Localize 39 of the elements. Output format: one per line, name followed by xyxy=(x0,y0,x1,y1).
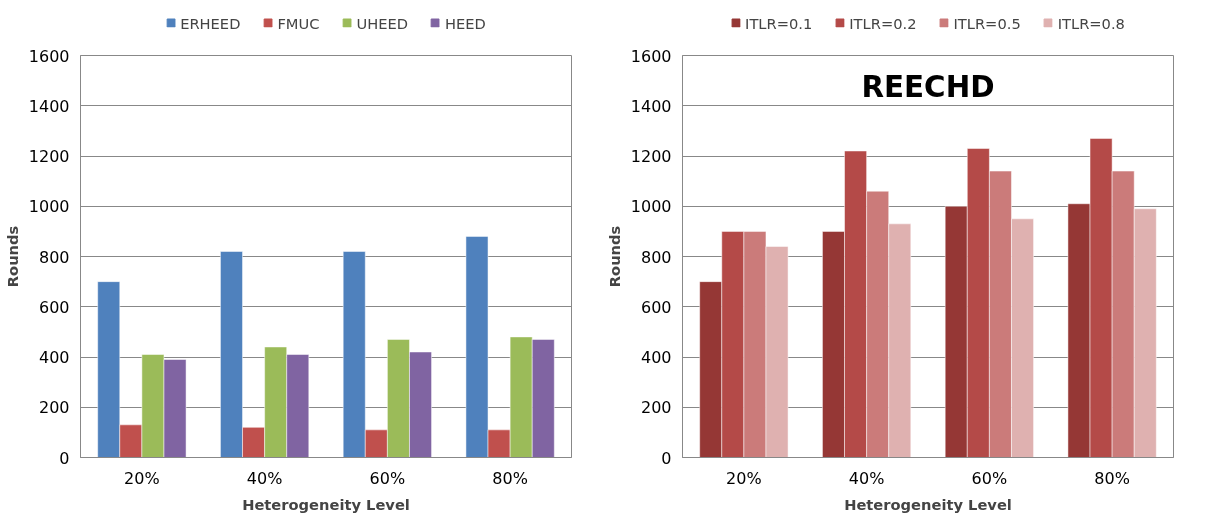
x-tick-label: 60% xyxy=(369,468,406,488)
legend-label: ITLR=0.1 xyxy=(745,14,813,31)
legend-label: HEED xyxy=(445,14,486,31)
y-axis-title: Rounds xyxy=(605,225,623,288)
y-tick-label: 0 xyxy=(661,448,672,468)
y-tick-label: 400 xyxy=(38,348,70,367)
x-tick-label: 80% xyxy=(1094,468,1130,488)
y-axis-title: Rounds xyxy=(3,225,21,288)
y-tick-label: 1200 xyxy=(630,147,672,166)
y-tick-label: 1000 xyxy=(630,197,672,217)
text: REECHD xyxy=(861,69,995,104)
legend-label: ITLR=0.2 xyxy=(849,14,917,31)
x-tick-label: 80% xyxy=(492,468,528,488)
y-tick-label: 800 xyxy=(640,247,672,267)
y-tick-label: 600 xyxy=(38,297,70,317)
y-tick-label: 1400 xyxy=(28,96,70,116)
y-tick-label: 1000 xyxy=(28,197,70,217)
legend-label: UHEED xyxy=(356,14,409,31)
y-tick-label: 1600 xyxy=(630,46,672,66)
x-axis-title: Heterogeneity Level xyxy=(242,495,410,513)
y-tick-label: 200 xyxy=(640,398,672,418)
x-tick-label: 20% xyxy=(124,468,160,488)
y-tick-label: 1400 xyxy=(630,96,672,116)
y-tick-label: 800 xyxy=(38,247,70,267)
legend-label: ITLR=0.8 xyxy=(1057,14,1125,31)
y-tick-label: 400 xyxy=(640,348,672,367)
x-tick-label: 40% xyxy=(848,468,885,488)
x-axis-title: Heterogeneity Level xyxy=(844,495,1012,513)
y-tick-label: 1200 xyxy=(28,147,70,166)
x-tick-label: 60% xyxy=(971,468,1008,488)
y-tick-label: 600 xyxy=(640,297,672,317)
legend-label: ITLR=0.5 xyxy=(953,14,1021,31)
legend-label: FMUC xyxy=(277,14,320,31)
y-tick-label: 0 xyxy=(59,448,70,468)
x-tick-label: 40% xyxy=(246,468,283,488)
y-tick-label: 1600 xyxy=(28,46,70,66)
y-tick-label: 200 xyxy=(38,398,70,418)
x-tick-label: 20% xyxy=(726,468,762,488)
legend-label: ERHEED xyxy=(180,14,241,31)
